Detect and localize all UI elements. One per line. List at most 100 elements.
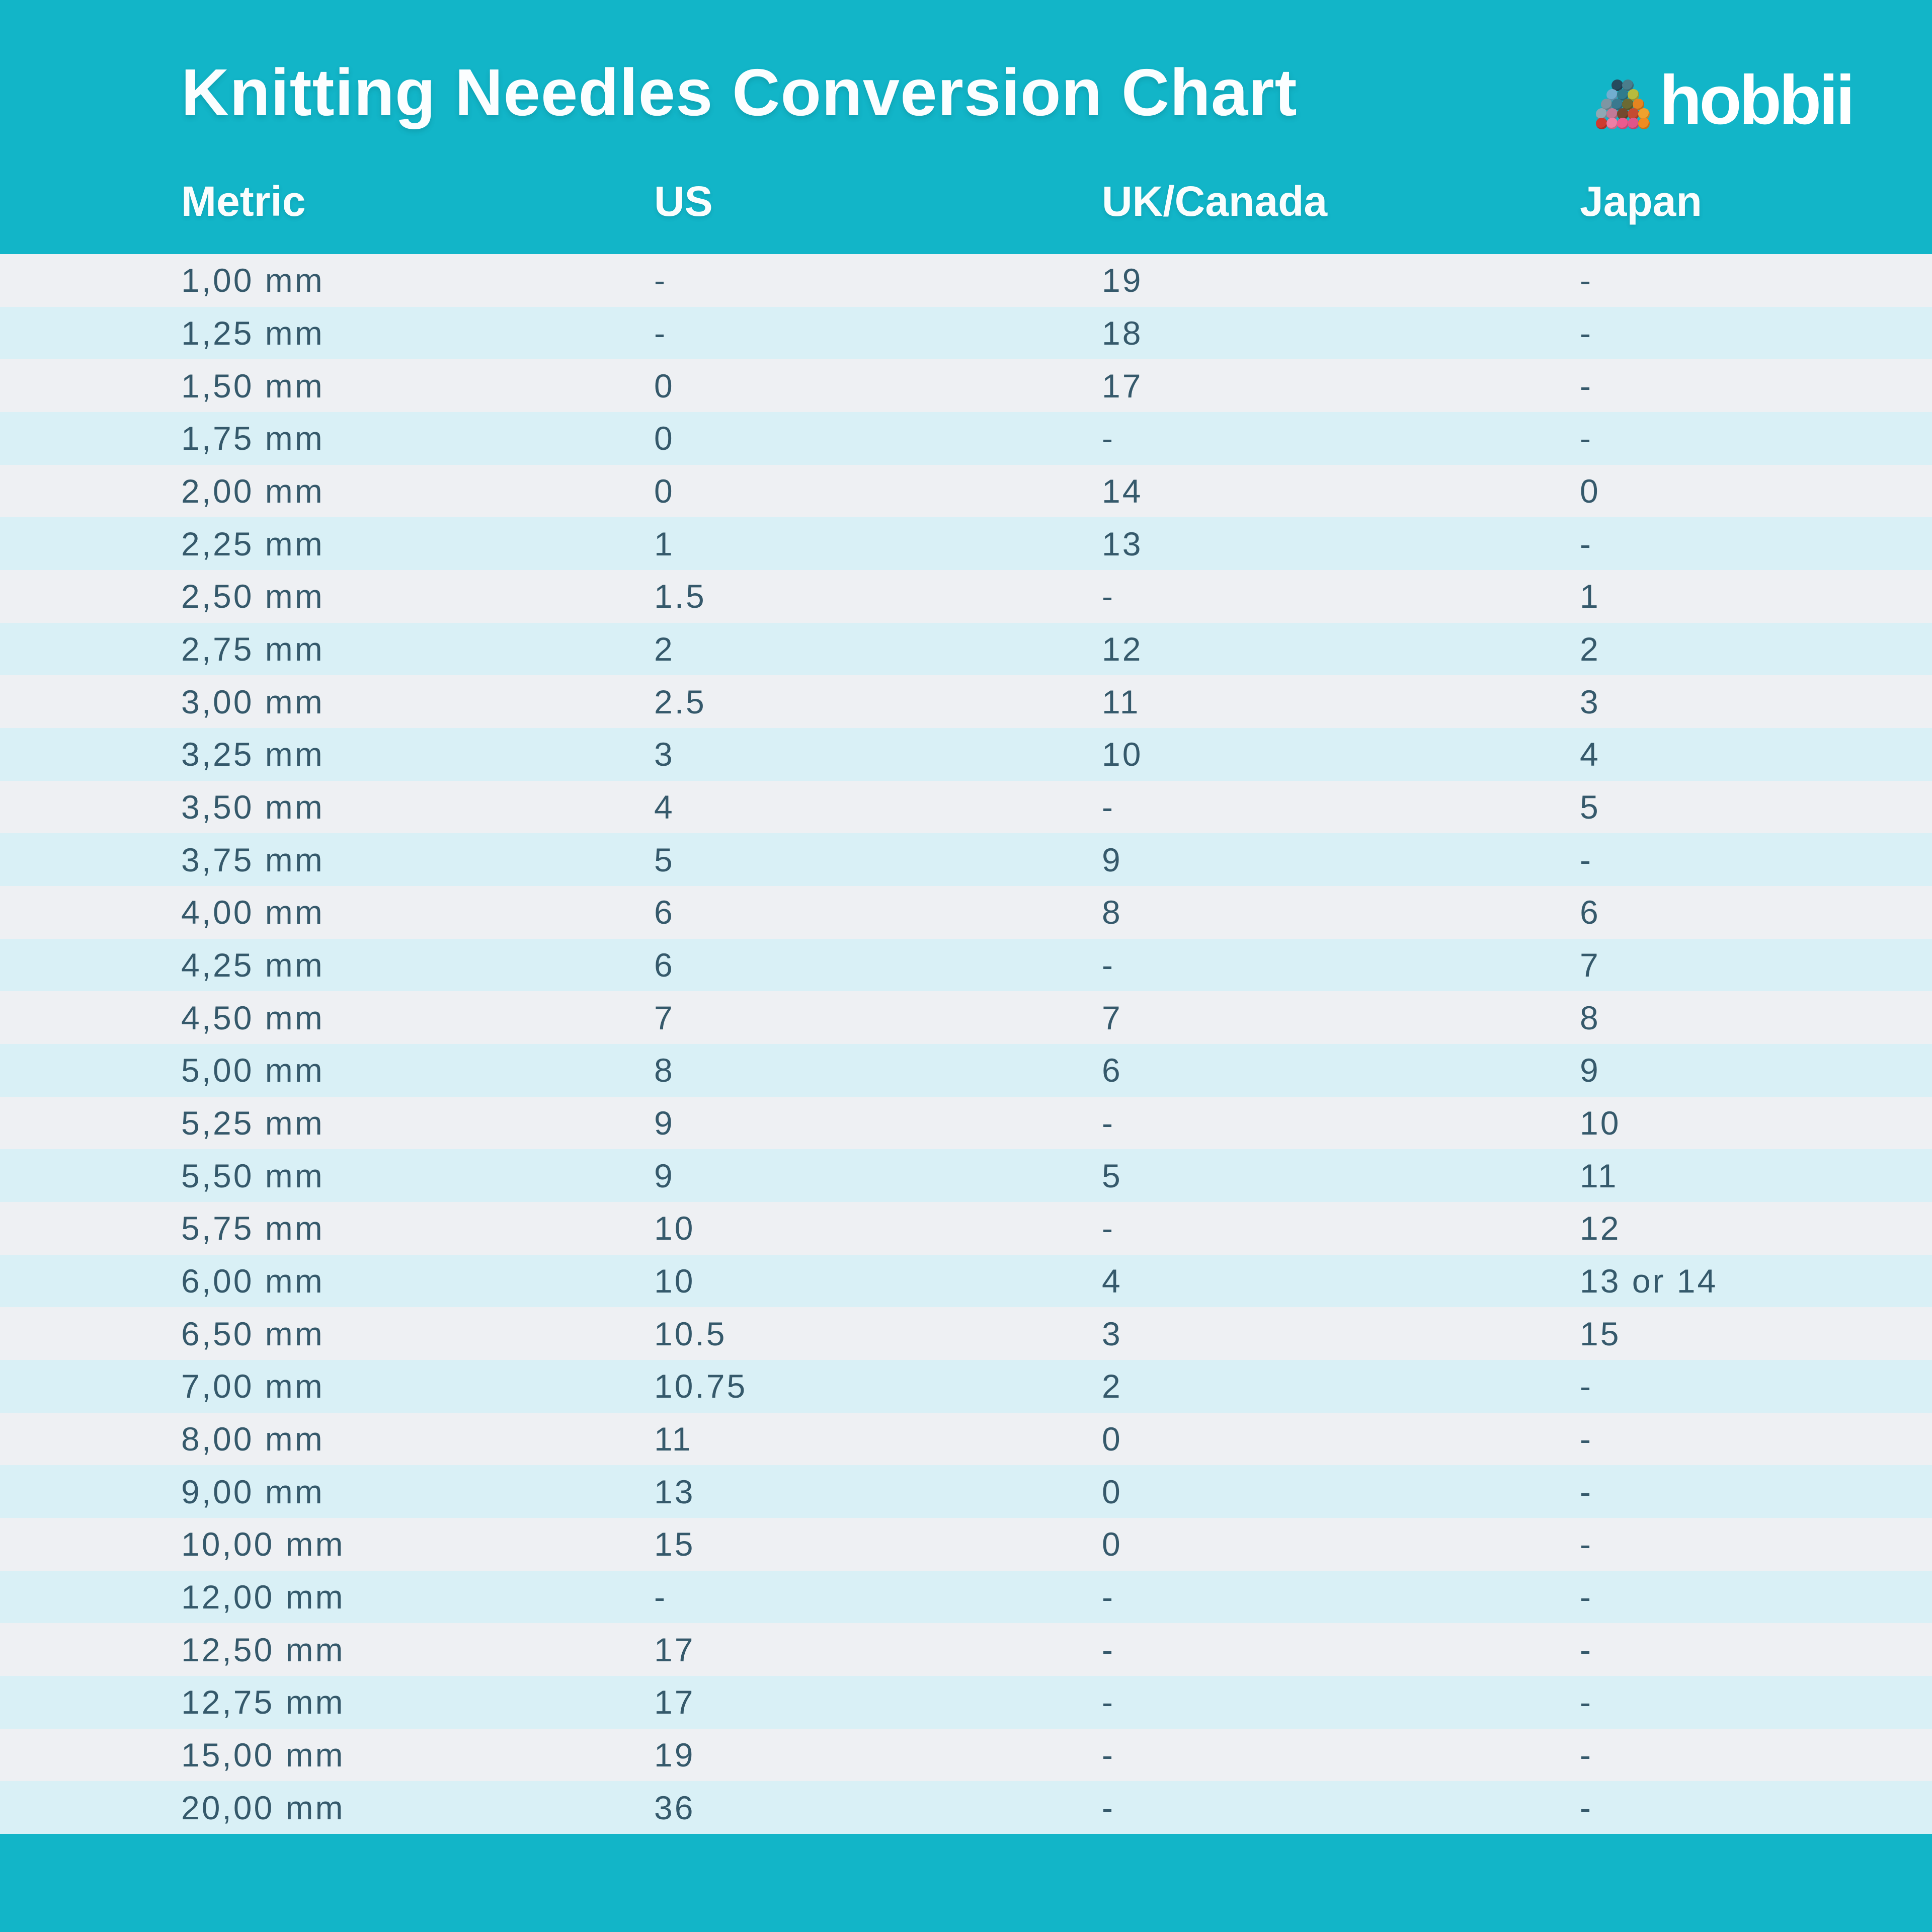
cell-uk-canada: 9 bbox=[1102, 841, 1122, 878]
cell-uk-canada: 14 bbox=[1102, 472, 1143, 510]
cell-metric: 1,00 mm bbox=[181, 262, 325, 299]
cell-metric: 6,00 mm bbox=[181, 1262, 325, 1300]
cell-uk-canada: - bbox=[1102, 1104, 1115, 1142]
cell-japan: 6 bbox=[1580, 894, 1600, 931]
yarn-ball-icon bbox=[1612, 79, 1624, 91]
cell-us: - bbox=[654, 262, 667, 299]
cell-metric: 20,00 mm bbox=[181, 1789, 345, 1826]
cell-uk-canada: - bbox=[1102, 578, 1115, 615]
footer-band bbox=[0, 1834, 1932, 1932]
cell-japan: 13 or 14 bbox=[1580, 1262, 1718, 1300]
table-row: 12,75 mm 17 - - bbox=[0, 1676, 1932, 1729]
cell-japan: 0 bbox=[1580, 472, 1600, 510]
column-header-metric: Metric bbox=[181, 177, 306, 225]
cell-us: 1.5 bbox=[654, 578, 706, 615]
cell-japan: 4 bbox=[1580, 736, 1600, 773]
table-row: 10,00 mm 15 0 - bbox=[0, 1518, 1932, 1571]
cell-uk-canada: - bbox=[1102, 420, 1115, 457]
cell-us: 13 bbox=[654, 1473, 695, 1510]
yarn-ball-icon bbox=[1627, 117, 1639, 129]
table-row: 20,00 mm 36 - - bbox=[0, 1781, 1932, 1834]
table-row: 5,00 mm 8 6 9 bbox=[0, 1044, 1932, 1097]
yarn-row bbox=[1601, 98, 1645, 110]
cell-japan: - bbox=[1580, 841, 1593, 878]
yarn-ball-icon bbox=[1612, 98, 1624, 110]
cell-metric: 12,00 mm bbox=[181, 1578, 345, 1616]
column-header-japan: Japan bbox=[1580, 177, 1702, 225]
cell-uk-canada: 11 bbox=[1102, 683, 1141, 720]
table-row: 4,50 mm 7 7 8 bbox=[0, 991, 1932, 1044]
cell-metric: 2,75 mm bbox=[181, 630, 325, 668]
cell-uk-canada: 18 bbox=[1102, 314, 1143, 352]
yarn-ball-icon bbox=[1633, 98, 1645, 110]
cell-us: 15 bbox=[654, 1525, 695, 1563]
cell-japan: - bbox=[1580, 1473, 1593, 1510]
cell-uk-canada: 3 bbox=[1102, 1315, 1122, 1352]
cell-japan: 15 bbox=[1580, 1315, 1621, 1352]
cell-japan: - bbox=[1580, 1789, 1593, 1826]
table-row: 2,75 mm 2 12 2 bbox=[0, 622, 1932, 676]
cell-uk-canada: 13 bbox=[1102, 525, 1143, 562]
cell-japan: 7 bbox=[1580, 946, 1600, 984]
table-row: 2,25 mm 1 13 - bbox=[0, 517, 1932, 571]
cell-uk-canada: 8 bbox=[1102, 894, 1122, 931]
cell-us: - bbox=[654, 1578, 667, 1616]
cell-uk-canada: 0 bbox=[1102, 1525, 1122, 1563]
yarn-row bbox=[1595, 117, 1650, 129]
cell-metric: 8,00 mm bbox=[181, 1420, 325, 1458]
yarn-ball-icon bbox=[1595, 117, 1607, 129]
table-row: 2,50 mm 1.5 - 1 bbox=[0, 570, 1932, 623]
cell-japan: 8 bbox=[1580, 999, 1600, 1036]
yarn-ball-icon bbox=[1606, 117, 1618, 129]
yarn-ball-icon bbox=[1595, 108, 1607, 120]
table-row: 3,25 mm 3 10 4 bbox=[0, 728, 1932, 781]
cell-uk-canada: 0 bbox=[1102, 1420, 1122, 1458]
table-row: 4,00 mm 6 8 6 bbox=[0, 886, 1932, 939]
cell-metric: 12,75 mm bbox=[181, 1683, 345, 1721]
cell-uk-canada: 4 bbox=[1102, 1262, 1122, 1300]
cell-japan: - bbox=[1580, 1736, 1593, 1774]
cell-japan: - bbox=[1580, 525, 1593, 562]
cell-us: - bbox=[654, 314, 667, 352]
cell-uk-canada: - bbox=[1102, 1683, 1115, 1721]
table-row: 6,00 mm 10 4 13 or 14 bbox=[0, 1254, 1932, 1308]
cell-uk-canada: 5 bbox=[1102, 1157, 1122, 1194]
cell-us: 8 bbox=[654, 1052, 675, 1089]
cell-uk-canada: 7 bbox=[1102, 999, 1122, 1036]
yarn-pyramid-icon bbox=[1593, 79, 1652, 129]
cell-us: 4 bbox=[654, 788, 675, 826]
cell-metric: 6,50 mm bbox=[181, 1315, 325, 1352]
cell-uk-canada: - bbox=[1102, 946, 1115, 984]
cell-metric: 9,00 mm bbox=[181, 1473, 325, 1510]
cell-metric: 4,50 mm bbox=[181, 999, 325, 1036]
cell-japan: - bbox=[1580, 1683, 1593, 1721]
cell-uk-canada: - bbox=[1102, 1210, 1115, 1247]
cell-metric: 3,00 mm bbox=[181, 683, 325, 720]
yarn-ball-icon bbox=[1601, 98, 1613, 110]
cell-metric: 5,25 mm bbox=[181, 1104, 325, 1142]
cell-uk-canada: - bbox=[1102, 788, 1115, 826]
cell-japan: - bbox=[1580, 420, 1593, 457]
cell-japan: - bbox=[1580, 1631, 1593, 1668]
hobbii-logo: hobbii bbox=[1593, 65, 1855, 139]
table-row: 15,00 mm 19 - - bbox=[0, 1728, 1932, 1782]
cell-us: 9 bbox=[654, 1157, 675, 1194]
cell-us: 6 bbox=[654, 946, 675, 984]
cell-us: 19 bbox=[654, 1736, 695, 1774]
cell-metric: 4,00 mm bbox=[181, 894, 325, 931]
cell-us: 36 bbox=[654, 1789, 695, 1826]
cell-metric: 1,75 mm bbox=[181, 420, 325, 457]
cell-japan: 2 bbox=[1580, 630, 1600, 668]
cell-uk-canada: 0 bbox=[1102, 1473, 1122, 1510]
yarn-ball-icon bbox=[1617, 89, 1629, 101]
cell-us: 0 bbox=[654, 367, 675, 405]
cell-japan: - bbox=[1580, 262, 1593, 299]
cell-uk-canada: 19 bbox=[1102, 262, 1143, 299]
yarn-row bbox=[1606, 89, 1639, 101]
cell-metric: 2,00 mm bbox=[181, 472, 325, 510]
yarn-row bbox=[1612, 79, 1634, 91]
cell-metric: 3,75 mm bbox=[181, 841, 325, 878]
table-row: 8,00 mm 11 0 - bbox=[0, 1412, 1932, 1466]
cell-metric: 4,25 mm bbox=[181, 946, 325, 984]
page-header: Knitting Needles Conversion Chart hobbii… bbox=[0, 0, 1932, 254]
